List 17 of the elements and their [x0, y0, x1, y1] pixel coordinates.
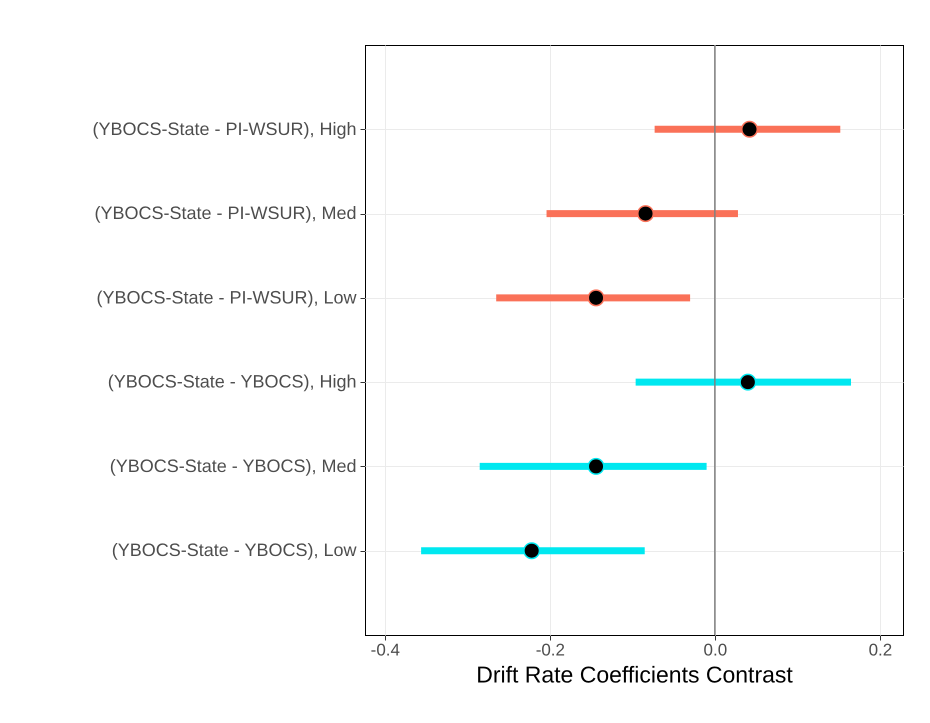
y-tick-label: (YBOCS-State - YBOCS), Low	[112, 540, 358, 560]
y-tick-label: (YBOCS-State - PI-WSUR), Low	[96, 287, 358, 308]
x-tick-label: -0.4	[370, 640, 400, 660]
y-tick-label: (YBOCS-State - PI-WSUR), High	[92, 118, 356, 139]
x-axis-title: Drift Rate Coefficients Contrast	[476, 662, 794, 688]
point	[637, 205, 654, 222]
y-tick-label: (YBOCS-State - PI-WSUR), Med	[94, 203, 356, 224]
point	[523, 542, 540, 560]
point	[739, 374, 756, 391]
point	[588, 289, 605, 306]
y-tick-label: (YBOCS-State - YBOCS), Med	[110, 456, 356, 476]
point	[588, 458, 605, 475]
x-tick-label: -0.2	[536, 640, 565, 660]
point	[741, 120, 758, 138]
y-tick-label: (YBOCS-State - YBOCS), High	[108, 372, 356, 392]
x-tick-label: 0.0	[704, 640, 728, 660]
x-tick-label: 0.2	[868, 640, 892, 660]
